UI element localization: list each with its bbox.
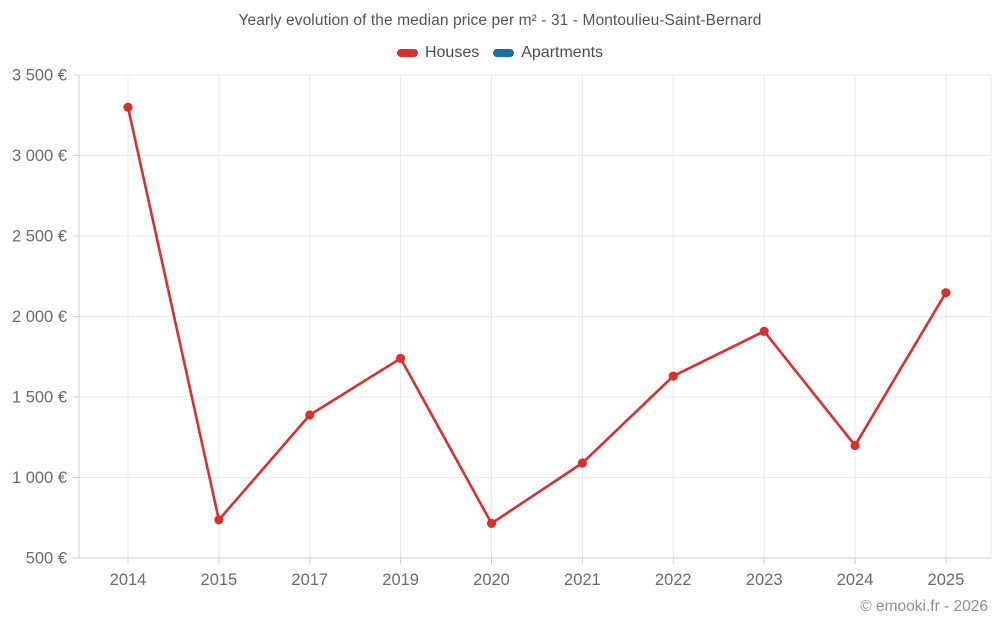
- legend-label-apartments: Apartments: [521, 44, 604, 61]
- x-tick-label-2015: 2015: [201, 571, 238, 589]
- chart-title: Yearly evolution of the median price per…: [238, 12, 762, 29]
- houses-point-2019[interactable]: [396, 353, 406, 363]
- legend-label-houses: Houses: [424, 44, 480, 61]
- houses-point-2025[interactable]: [941, 288, 951, 298]
- x-tick-label-2014: 2014: [110, 571, 147, 589]
- x-tick-label-2020: 2020: [473, 571, 510, 589]
- x-tick-label-2021: 2021: [564, 571, 601, 589]
- y-tick-label-2500: 2 500 €: [12, 228, 67, 246]
- houses-point-2022[interactable]: [668, 371, 678, 381]
- houses-line: [126, 105, 948, 525]
- houses-swatch-icon: [396, 49, 418, 57]
- y-tick-label-500: 500 €: [26, 550, 67, 568]
- y-tick-label-1000: 1 000 €: [12, 469, 67, 487]
- x-tick-label-2022: 2022: [655, 571, 692, 589]
- houses-point-2024[interactable]: [850, 440, 860, 451]
- x-tick-label-2019: 2019: [382, 571, 419, 589]
- houses-point-2023[interactable]: [759, 326, 769, 336]
- x-tick-label-2024: 2024: [837, 571, 874, 589]
- apartments-swatch-icon: [493, 49, 515, 57]
- houses-point-2021[interactable]: [577, 458, 588, 468]
- y-tick-label-3500: 3 500 €: [12, 67, 67, 85]
- houses-point-2014[interactable]: [123, 102, 133, 112]
- x-tick-label-2023: 2023: [746, 571, 783, 589]
- x-tick-label-2025: 2025: [928, 571, 965, 589]
- copyright-watermark: © emooki.fr - 2026: [860, 598, 988, 615]
- houses-point-2020[interactable]: [486, 518, 497, 528]
- houses-point-2017[interactable]: [305, 410, 315, 420]
- y-tick-label-3000: 3 000 €: [12, 147, 67, 165]
- legend-item-houses[interactable]: Houses: [396, 44, 480, 62]
- legend-item-apartments[interactable]: Apartments: [493, 44, 603, 62]
- houses-point-2015[interactable]: [214, 515, 224, 525]
- y-tick-label-1500: 1 500 €: [12, 389, 67, 407]
- y-tick-label-2000: 2 000 €: [12, 308, 67, 326]
- x-tick-label-2017: 2017: [291, 571, 328, 589]
- chart-legend: Houses Apartments: [0, 44, 1000, 62]
